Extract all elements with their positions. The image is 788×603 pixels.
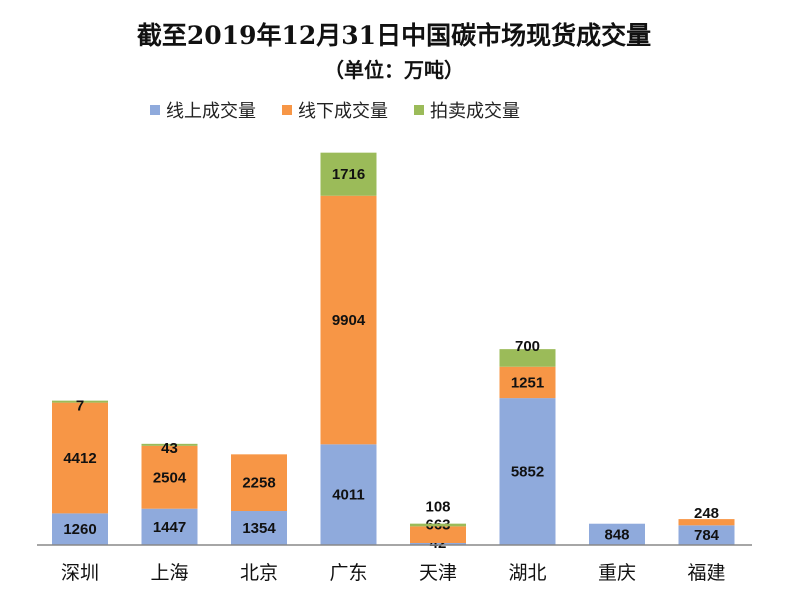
bar-segment	[678, 525, 735, 545]
legend-item-online: 线上成交量	[150, 97, 256, 123]
bar-segment	[589, 523, 645, 545]
bar-segment	[678, 519, 735, 526]
data-label: 1251	[511, 374, 544, 391]
legend-item-auction: 拍卖成交量	[414, 97, 520, 123]
bar-segment	[320, 152, 377, 196]
bar-segment	[410, 523, 466, 527]
bar-segment	[410, 543, 466, 545]
legend-swatch	[414, 105, 424, 115]
x-tick-label: 广东	[329, 562, 367, 584]
data-label: 108	[425, 499, 450, 516]
x-tick-label: 福建	[687, 562, 725, 584]
data-label: 1447	[153, 519, 186, 536]
legend-swatch	[282, 105, 292, 115]
x-tick-label: 重庆	[598, 562, 636, 584]
x-tick-label: 深圳	[61, 562, 99, 584]
x-tick-label: 上海	[150, 562, 188, 584]
chart-title: 截至2019年12月31日中国碳市场现货成交量	[136, 21, 652, 50]
data-label: 4011	[332, 487, 365, 504]
legend: 线上成交量 线下成交量 拍卖成交量	[150, 97, 520, 123]
data-label: 784	[694, 527, 720, 544]
bar-segment	[52, 400, 108, 403]
bar-segment	[320, 195, 377, 445]
data-label: 43	[161, 440, 178, 457]
data-label: 848	[604, 526, 629, 543]
bar-segment	[141, 443, 198, 446]
data-label: 5852	[511, 464, 544, 481]
bar-segment	[231, 511, 287, 545]
bar-segment	[499, 349, 556, 367]
data-label: 1716	[332, 166, 365, 183]
x-tick-label: 天津	[419, 562, 457, 584]
bar-segment	[52, 402, 108, 514]
bar-segment	[52, 513, 108, 545]
bar-segment	[141, 508, 198, 545]
bar-segment	[231, 454, 287, 512]
legend-item-offline: 线下成交量	[282, 97, 388, 123]
data-label: 700	[515, 338, 540, 355]
data-label: 7	[76, 398, 84, 415]
bar-segment	[141, 445, 198, 509]
data-label: 4412	[63, 450, 96, 467]
data-label: 248	[694, 505, 719, 522]
bar-segment	[499, 398, 556, 545]
data-label: 1354	[242, 520, 276, 537]
data-label: 9904	[332, 312, 366, 329]
bar-segment	[410, 526, 466, 543]
x-tick-label: 湖北	[508, 562, 546, 584]
data-label: 1260	[63, 521, 96, 538]
data-label: 2258	[242, 475, 275, 492]
chart-subtitle: （单位：万吨）	[324, 58, 464, 82]
data-label: 2504	[153, 469, 187, 486]
legend-swatch	[150, 105, 160, 115]
x-tick-label: 北京	[240, 562, 278, 584]
bar-segment	[320, 444, 377, 545]
bar-segment	[499, 366, 556, 399]
